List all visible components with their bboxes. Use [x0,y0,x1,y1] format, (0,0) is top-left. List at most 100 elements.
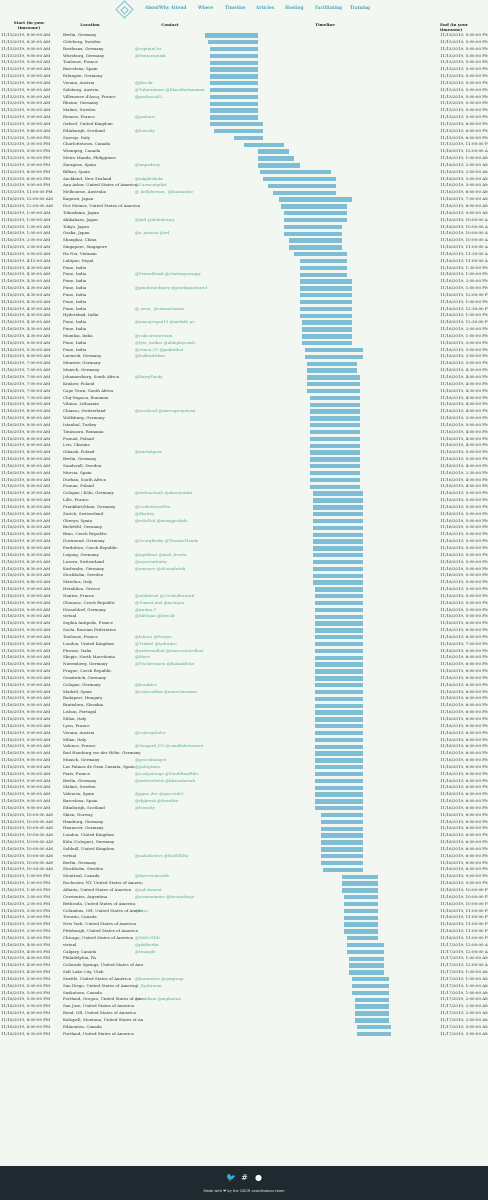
row-contact[interactable]: @stefsuchsalt @aknorjaeski [135,490,193,496]
row-contact[interactable]: @pmubrutchurry @pratikgariwarol [135,285,208,291]
row-contact[interactable]: @manojregan19 @aarkifii_ps [135,319,195,325]
row-contact[interactable]: @fcavalty [135,127,155,133]
row-contact[interactable]: @fcavalty [135,804,155,810]
row-contact[interactable]: @codergsboler [135,729,166,735]
row-contact[interactable]: @naliafrolevs @RodSfXlfa [135,852,189,858]
timeline-bar [310,402,360,407]
timeline-bar [354,1011,389,1016]
row-start-time: 11/15/2019, 6:00:00 PM [1,168,51,174]
row-start-time: 11/16/2019, 8:30:00 AM [1,510,51,516]
row-contact[interactable]: @robecodbox @marschermarc [135,688,198,694]
row-contact[interactable]: @hcoc [135,907,149,913]
row-location: Milan, Italy [63,736,87,742]
row-contact[interactable]: @CoderfornetFm [135,503,171,509]
row-contact[interactable]: @robcllck @mvaqgeolado [135,517,188,523]
row-end-time: 11/16/2019, 5:00:00 PM [440,606,488,612]
row-contact[interactable]: @mdclement [135,887,162,892]
row-end-time: 11/16/2019, 10:00:00 AM [440,230,488,236]
row-contact[interactable]: @andreaedloti @marcociatvellasi [135,647,204,653]
gdcr-logo-icon[interactable] [115,0,134,19]
row-end-time: 11/16/2019, 2:00:00 AM [440,161,488,167]
row-contact[interactable]: @andrewhettt @kharudzreak [135,777,195,783]
row-contact[interactable]: @XktYann @beecllr [135,613,176,619]
row-contact[interactable]: @Gaspard_FO @camillebeterrnet [135,743,204,749]
row-start-time: 11/15/2019, 9:00:00 AM [1,107,51,113]
row-contact[interactable]: @_sena_ @crmsectianai [135,305,184,311]
nav-link-hosting[interactable]: Hosting [285,5,304,10]
row-contact[interactable]: @_llyahrunai [135,982,162,988]
row-start-time: 11/16/2019, 3:00:00 PM [1,907,51,913]
row-contact[interactable]: @normanmarc @fecsandsoja [135,893,194,899]
row-contact[interactable]: @Pantorsonnik [135,52,166,58]
row-contact[interactable]: @yk4 @duibulovaq [135,216,174,222]
row-contact[interactable]: @michalgora [135,449,162,455]
row-contact[interactable]: @Tularummer @KlausBurhammer [135,86,206,92]
row-contact[interactable]: @Carmontgdist [135,182,167,188]
row-contact[interactable]: @dhattey [135,510,155,516]
row-start-time: 11/16/2019, 8:00:00 AM [1,469,51,475]
nav-link-why-attend[interactable]: Why Attend [159,5,187,10]
row-contact[interactable]: @n_yunusu @ird [135,230,170,236]
nav-link-articles[interactable]: Articles [256,5,275,10]
row-contact[interactable]: @smpadrojo [135,161,161,167]
timeline-bar [213,128,263,134]
row-end-time: 11/16/2019, 6:00:00 PM [440,729,488,735]
row-contact[interactable]: @Fischermaen @Balandfelse [135,661,195,667]
row-contact[interactable]: @karunaton @quigroup [135,975,184,981]
twitter-icon[interactable]: 🐦 [226,1173,236,1182]
row-contact[interactable]: @captainCut [135,45,162,51]
row-contact[interactable]: @scrabord @marcapropatosa [135,408,196,414]
row-location: Madrid, Spain [63,688,92,694]
row-contact[interactable]: @moserurbutta [135,558,167,564]
row-contact[interactable]: @ttnasple [135,948,156,954]
nav-link-timeline[interactable]: Timeline [225,5,246,10]
row-location: Salzburg, Austria [63,86,99,92]
row-contact[interactable]: @davevanbeedle [135,873,170,879]
row-end-time: 11/16/2019, 6:00:00 PM [440,709,488,715]
table-row: 11/16/2019, 9:00:00 AM Vienna, Austria @co… [0,730,488,737]
row-contact[interactable]: @paolozuo42 [135,93,163,99]
table-row: 11/16/2019, 1:00:00 AM Osaka, Japan @n_yun… [0,230,488,237]
row-contact[interactable]: @Trinkel @tydradco [135,640,177,646]
row-contact[interactable]: @pkdberlin [135,941,159,947]
table-row: 11/16/2019, 1:00:00 AM Tokushima, Japan 11… [0,210,488,217]
row-contact[interactable]: @WeDoTDD [135,934,160,940]
row-contact[interactable]: @sebbienel @CecilioBernard [135,592,195,598]
row-contact[interactable]: @koraktos [135,681,157,687]
row-contact[interactable]: @agebbart @malt_frwrtn [135,551,187,557]
row-contact[interactable]: @chaou_07 @pukrathol [135,346,184,352]
row-contact[interactable]: @cukcoiviestroum [135,332,173,338]
github-icon[interactable]: ● [255,1173,262,1182]
row-contact[interactable]: @gecenhumpst [135,757,167,763]
row-contact[interactable]: @GeorgBerky @ThomasTlaude [135,538,199,544]
row-contact[interactable]: @bleev [135,654,150,660]
row-start-time: 11/15/2019, 9:00:00 AM [1,73,51,79]
slack-icon[interactable]: # [241,1173,248,1182]
table-row: 11/16/2019, 9:00:00 AM Las Palmas de Gran… [0,764,488,771]
row-contact[interactable]: @padausi [135,114,155,120]
nav-link-facilitating[interactable]: Facilitating [315,5,342,10]
nav-link-about[interactable]: About [145,5,159,10]
row-contact[interactable]: @cmkhum @mplantna [135,996,181,1002]
row-contact[interactable]: @pabrpimez [135,763,161,769]
row-contact[interactable]: @jlbeckr [135,79,154,85]
row-contact[interactable]: @PrasadDanil @chaitanyansgpy [135,271,201,277]
row-contact[interactable]: @mmeyer @clcrisabrtuk [135,565,186,571]
row-contact[interactable]: @mkjdevbobs [135,175,164,181]
timeline-bar [257,163,300,168]
row-contact[interactable]: @_kellyberson_ @fauxonline [135,189,193,195]
row-contact[interactable]: @rkjkresk @dverdtta [135,798,179,804]
row-contact[interactable]: @mrdan_f [135,606,156,612]
row-contact[interactable]: @coolyoesege @ZondiRealRibs [135,770,199,776]
row-contact[interactable]: @ppax_dev @garcesdel [135,791,183,797]
row-contact[interactable]: @labuce @fvrajao [135,633,172,639]
nav-link-training[interactable]: Training [350,5,370,10]
timeline-bar [302,327,352,332]
nav-link-where[interactable]: Where [198,5,214,10]
row-start-time: 11/16/2019, 1:00:00 AM [1,230,51,236]
row-contact[interactable]: @BarryTandy [135,374,163,379]
row-start-time: 11/15/2019, 5:00:00 PM [1,148,51,154]
row-contact[interactable]: @TomasLatal @mchajca [135,599,185,605]
row-contact[interactable]: @hsdlasdrtfies [135,353,166,359]
row-contact[interactable]: @lytu_walker @abhiphiyoush [135,339,195,345]
